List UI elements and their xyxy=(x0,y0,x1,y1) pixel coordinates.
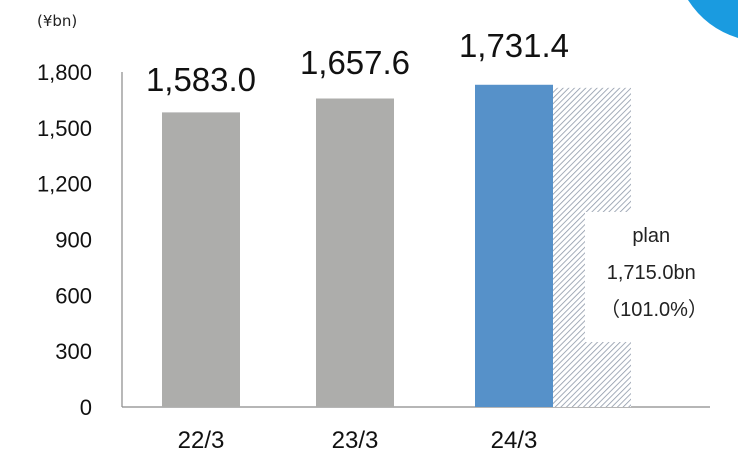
y-tick-label: 1,200 xyxy=(37,172,92,197)
value-labels: 1,583.0 1,657.6 1,731.4 xyxy=(146,27,569,98)
y-tick-label: 600 xyxy=(55,283,92,308)
plan-label-percent: （101.0%） xyxy=(600,298,708,321)
value-label: 1,731.4 xyxy=(459,27,569,64)
x-tick-label: 22/3 xyxy=(178,427,225,454)
y-tick-label: 1,500 xyxy=(37,116,92,141)
bar-23-3 xyxy=(316,98,394,407)
plan-label-title: plan xyxy=(632,225,670,247)
plan-label-box xyxy=(585,212,723,342)
plan-label: plan 1,715.0bn （101.0%） xyxy=(600,225,708,321)
x-axis-labels: 22/3 23/3 24/3 xyxy=(178,427,538,454)
unit-label: (¥bn) xyxy=(37,12,77,30)
x-tick-label: 23/3 xyxy=(332,427,379,454)
bar-24-3 xyxy=(475,84,553,408)
corner-accent-shape xyxy=(688,0,738,38)
y-tick-label: 900 xyxy=(55,228,92,253)
plan-label-value: 1,715.0bn xyxy=(607,262,696,284)
value-label: 1,657.6 xyxy=(300,44,410,81)
bars xyxy=(162,84,631,408)
y-tick-label: 0 xyxy=(80,395,92,420)
y-axis-labels: 0 300 600 900 1,200 1,500 1,800 xyxy=(37,60,92,420)
y-tick-label: 1,800 xyxy=(37,60,92,85)
bar-22-3 xyxy=(162,112,240,407)
value-label: 1,583.0 xyxy=(146,61,256,98)
y-tick-label: 300 xyxy=(55,339,92,364)
x-tick-label: 24/3 xyxy=(491,427,538,454)
